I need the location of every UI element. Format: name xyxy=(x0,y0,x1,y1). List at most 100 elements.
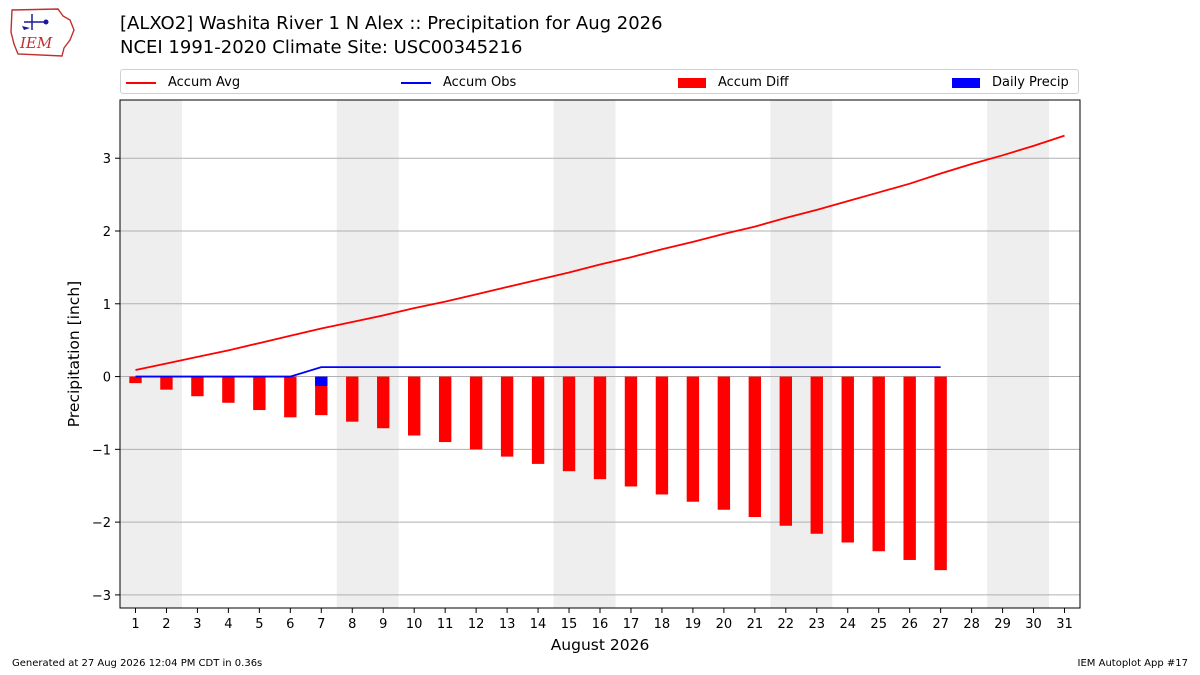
legend-swatch-accum-diff xyxy=(678,77,706,88)
y-tick-label: −1 xyxy=(92,443,111,458)
legend-label-accum-obs: Accum Obs xyxy=(443,75,517,90)
weekend-band xyxy=(120,100,182,608)
legend-label-daily-precip: Daily Precip xyxy=(992,75,1069,90)
daily-precip-bar xyxy=(315,376,328,387)
accum-diff-bar xyxy=(748,376,762,518)
x-tick-label: 5 xyxy=(255,617,263,632)
accum-diff-bar xyxy=(624,376,638,487)
chart-title: [ALXO2] Washita River 1 N Alex :: Precip… xyxy=(120,13,663,34)
generated-note: Generated at 27 Aug 2026 12:04 PM CDT in… xyxy=(12,658,263,669)
x-tick-label: 10 xyxy=(406,617,423,632)
x-tick-label: 16 xyxy=(592,617,609,632)
x-tick-label: 27 xyxy=(932,617,949,632)
weekend-band xyxy=(770,100,833,608)
x-tick-label: 19 xyxy=(685,617,702,632)
plot-frame xyxy=(119,99,1081,609)
weekend-band xyxy=(336,100,399,608)
x-tick-label: 14 xyxy=(530,617,547,632)
y-axis-ticks: −3 −2 −1 0 1 2 3 xyxy=(92,152,120,604)
legend-label-accum-diff: Accum Diff xyxy=(718,75,789,90)
bars xyxy=(129,376,947,571)
x-tick-label: 11 xyxy=(437,617,454,632)
x-tick-label: 9 xyxy=(379,617,387,632)
y-tick-label: 1 xyxy=(103,298,111,313)
accum-diff-bar xyxy=(160,376,173,390)
x-tick-label: 17 xyxy=(623,617,640,632)
accum-diff-bar xyxy=(903,376,916,560)
y-axis-label: Precipitation [inch] xyxy=(65,281,83,427)
accum-diff-bar xyxy=(717,376,731,510)
accum-diff-bar xyxy=(438,376,452,443)
x-tick-label: 25 xyxy=(870,617,887,632)
accum-diff-bar xyxy=(191,376,204,397)
accum-diff-bar xyxy=(934,376,947,571)
accum-diff-bar xyxy=(531,376,545,464)
accum-diff-bar xyxy=(500,376,514,457)
accum-diff-bar xyxy=(408,376,421,436)
y-tick-label: −2 xyxy=(92,516,111,531)
lines xyxy=(135,134,1065,378)
legend-swatch-accum-obs xyxy=(401,81,431,84)
x-tick-label: 23 xyxy=(809,617,826,632)
accum-diff-bar xyxy=(655,376,669,495)
x-tick-label: 29 xyxy=(994,617,1011,632)
accum-diff-bar xyxy=(129,376,142,384)
x-tick-label: 26 xyxy=(901,617,918,632)
x-tick-label: 20 xyxy=(716,617,733,632)
accum-diff-bar xyxy=(377,376,390,429)
accum-diff-bar xyxy=(469,376,483,450)
legend-swatch-daily-precip xyxy=(952,77,980,88)
y-tick-label: −3 xyxy=(92,589,111,604)
x-tick-label: 8 xyxy=(348,617,356,632)
legend-item-accum-obs: Accum Obs xyxy=(401,70,516,95)
legend-item-accum-avg: Accum Avg xyxy=(126,70,240,95)
weekend-shading xyxy=(120,100,1050,608)
accum-avg-line xyxy=(135,134,1065,371)
x-tick-label: 4 xyxy=(224,617,232,632)
x-tick-label: 28 xyxy=(963,617,980,632)
accum-diff-bar xyxy=(346,376,359,422)
x-tick-label: 30 xyxy=(1025,617,1042,632)
legend-swatch-accum-avg xyxy=(126,81,156,84)
weekend-band xyxy=(987,100,1050,608)
x-tick-label: 24 xyxy=(839,617,856,632)
x-axis-ticks: 1 2 3 4 5 6 7 8 9 10 11 12 13 14 15 16 17 18 19 20 21 22 23 24 2… xyxy=(131,608,1073,632)
legend-item-daily-precip: Daily Precip xyxy=(952,70,1069,95)
x-tick-label: 21 xyxy=(747,617,764,632)
y-tick-label: 0 xyxy=(103,371,111,386)
accum-diff-bar xyxy=(284,376,297,418)
accum-diff-bar xyxy=(253,376,266,411)
accum-diff-bar xyxy=(810,376,823,534)
chart-subtitle: NCEI 1991-2020 Climate Site: USC00345216 xyxy=(120,37,523,58)
x-tick-label: 2 xyxy=(162,617,170,632)
accum-diff-bar xyxy=(841,376,854,543)
x-axis-label: August 2026 xyxy=(551,636,650,654)
logo-text: IEM xyxy=(19,34,53,52)
x-tick-label: 6 xyxy=(286,617,294,632)
x-tick-label: 7 xyxy=(317,617,325,632)
y-tick-label: 3 xyxy=(103,152,111,167)
accum-diff-bar xyxy=(562,376,576,472)
accum-diff-bar xyxy=(686,376,700,502)
accum-diff-bar xyxy=(779,376,792,526)
accum-diff-bar xyxy=(872,376,885,552)
x-tick-label: 15 xyxy=(561,617,578,632)
x-tick-label: 18 xyxy=(654,617,671,632)
x-tick-label: 12 xyxy=(468,617,485,632)
accum-diff-bar xyxy=(315,376,328,416)
app-note: IEM Autoplot App #17 xyxy=(1077,658,1188,669)
accum-diff-bar xyxy=(593,376,607,480)
x-tick-label: 3 xyxy=(193,617,201,632)
weekend-band xyxy=(553,100,616,608)
legend-label-accum-avg: Accum Avg xyxy=(168,75,241,90)
legend-item-accum-diff: Accum Diff xyxy=(678,70,789,95)
x-tick-label: 13 xyxy=(499,617,516,632)
accum-diff-bar xyxy=(222,376,235,403)
x-tick-label: 1 xyxy=(131,617,139,632)
legend: Accum Avg Accum Obs Accum Diff Daily Pre… xyxy=(120,69,1079,94)
accum-obs-line xyxy=(135,366,941,378)
y-gridlines xyxy=(120,157,1080,596)
x-tick-label: 22 xyxy=(778,617,795,632)
y-tick-label: 2 xyxy=(103,225,111,240)
